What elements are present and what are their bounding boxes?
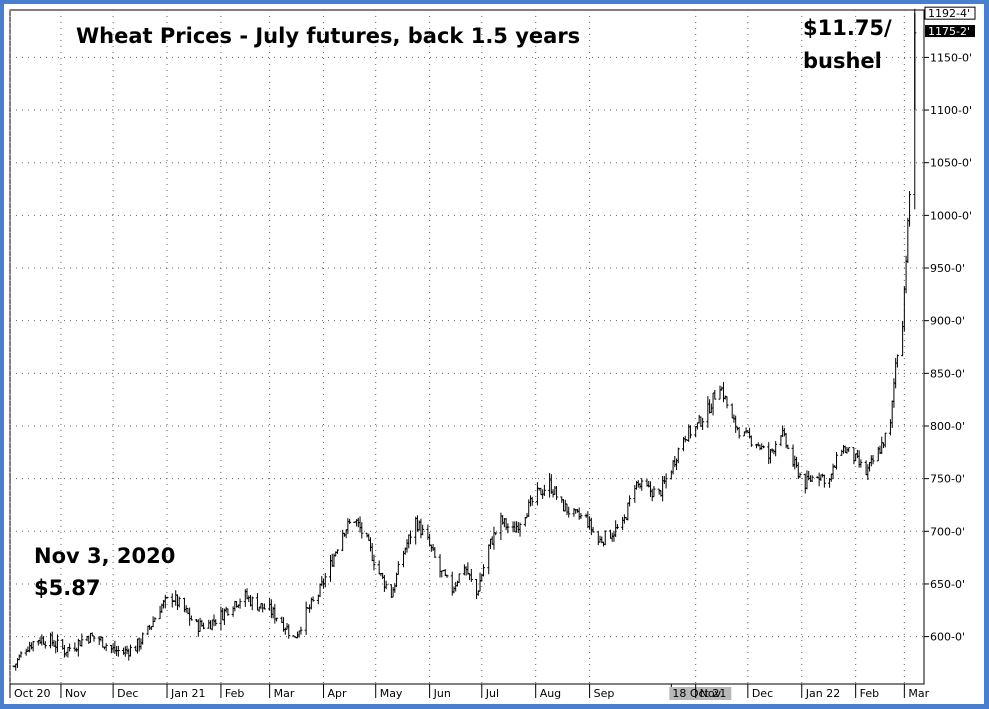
y-tick-label: 1100-0' bbox=[930, 104, 972, 117]
x-tick-label: Jan 22 bbox=[805, 687, 840, 700]
x-tick-label: Nov bbox=[700, 687, 722, 700]
price-bars bbox=[12, 8, 917, 671]
high-price-box bbox=[924, 6, 976, 20]
grid bbox=[9, 10, 924, 684]
chart-title: Wheat Prices - July futures, back 1.5 ye… bbox=[76, 24, 581, 48]
x-axis: Oct 20 Nov Dec Jan 21 Feb Mar Apr May Jun Jul Aug S… bbox=[9, 683, 930, 700]
y-tick-label: 650-0' bbox=[930, 578, 965, 591]
plot-area bbox=[9, 9, 925, 685]
y-tick-label: 850-0' bbox=[930, 367, 965, 380]
x-tick-label: Oct 20 bbox=[14, 687, 51, 700]
x-tick-label: Jul bbox=[485, 687, 499, 700]
start-date-annotation: Nov 3, 2020 bbox=[34, 544, 176, 568]
price-chart: 600-0' 650-0' 700-0' 750-0' 800-0' 850-0' 900-… bbox=[9, 6, 976, 700]
chart-frame: 600-0' 650-0' 700-0' 750-0' 800-0' 850-0' 900-… bbox=[4, 4, 984, 704]
x-tick-label: Nov bbox=[65, 687, 87, 700]
end-unit-annotation: bushel bbox=[803, 49, 882, 73]
end-price-annotation: $11.75/ bbox=[803, 16, 892, 40]
y-tick-label: 1150-0' bbox=[930, 51, 972, 64]
y-tick-label: 600-0' bbox=[930, 631, 965, 644]
last-price-box bbox=[925, 25, 975, 38]
x-tick-label: Mar bbox=[908, 687, 929, 700]
x-tick-label: Jun bbox=[433, 687, 451, 700]
y-tick-label: 950-0' bbox=[930, 262, 965, 275]
x-tick-label: 18 Oct 21 bbox=[672, 687, 726, 700]
y-tick-label: 1000-0' bbox=[930, 209, 972, 222]
x-tick-label: Apr bbox=[328, 687, 348, 700]
x-tick-highlight bbox=[669, 687, 732, 700]
x-tick-label: Sep bbox=[594, 687, 615, 700]
x-tick-label: Jan 21 bbox=[170, 687, 205, 700]
y-tick-label: 700-0' bbox=[930, 525, 965, 538]
y-axis: 600-0' 650-0' 700-0' 750-0' 800-0' 850-0' 900-… bbox=[924, 6, 976, 644]
x-tick-label: May bbox=[380, 687, 403, 700]
x-tick-label: Aug bbox=[540, 687, 561, 700]
x-tick-label: Mar bbox=[274, 687, 295, 700]
start-price-annotation: $5.87 bbox=[34, 576, 101, 600]
y-tick-label: 750-0' bbox=[930, 473, 965, 486]
y-tick-label: 900-0' bbox=[930, 315, 965, 328]
x-tick-label: Dec bbox=[752, 687, 773, 700]
x-tick-label: Dec bbox=[117, 687, 138, 700]
x-tick-label: Feb bbox=[225, 687, 244, 700]
high-price-label: 1192-4' bbox=[928, 7, 970, 20]
last-price-label: 1175-2' bbox=[928, 25, 970, 38]
x-tick-label: Feb bbox=[860, 687, 879, 700]
y-tick-label: 1050-0' bbox=[930, 157, 972, 170]
y-tick-label: 800-0' bbox=[930, 420, 965, 433]
